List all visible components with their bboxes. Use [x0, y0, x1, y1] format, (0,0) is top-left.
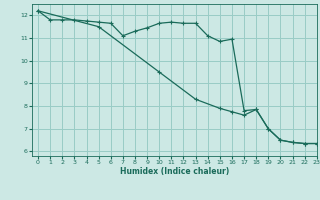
X-axis label: Humidex (Indice chaleur): Humidex (Indice chaleur): [120, 167, 229, 176]
